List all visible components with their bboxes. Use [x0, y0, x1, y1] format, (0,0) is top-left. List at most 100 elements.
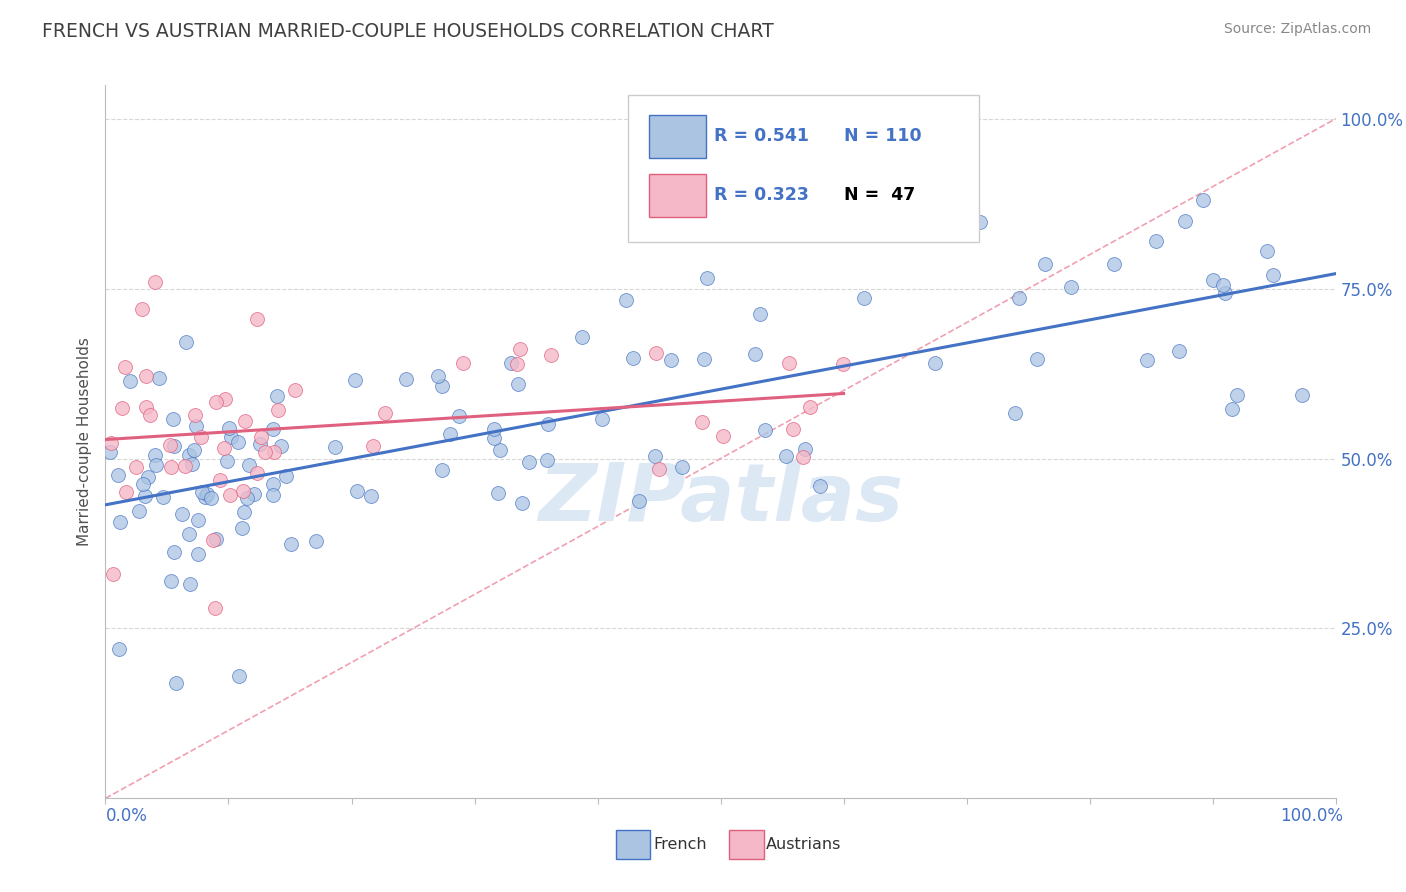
- Point: [1144, 234, 1167, 248]
- Point: [131, 301, 153, 316]
- Point: [231, 521, 253, 535]
- Point: [537, 417, 560, 431]
- Point: [1226, 388, 1249, 402]
- Point: [128, 504, 150, 518]
- Text: FRENCH VS AUSTRIAN MARRIED-COUPLE HOUSEHOLDS CORRELATION CHART: FRENCH VS AUSTRIAN MARRIED-COUPLE HOUSEH…: [42, 22, 773, 41]
- Point: [571, 330, 593, 344]
- Point: [283, 383, 305, 397]
- Point: [280, 537, 302, 551]
- Point: [226, 435, 249, 450]
- Point: [1060, 280, 1083, 294]
- Point: [628, 494, 651, 508]
- Point: [159, 459, 181, 474]
- Point: [177, 527, 200, 541]
- Point: [644, 450, 666, 464]
- Point: [754, 423, 776, 437]
- Point: [690, 415, 713, 429]
- Point: [187, 513, 209, 527]
- Text: R = 0.541: R = 0.541: [714, 128, 810, 145]
- Point: [512, 496, 534, 510]
- Point: [242, 487, 264, 501]
- FancyBboxPatch shape: [730, 830, 763, 859]
- Point: [305, 533, 328, 548]
- Text: N = 110: N = 110: [844, 128, 921, 145]
- Point: [108, 516, 131, 530]
- Point: [778, 356, 800, 370]
- Point: [744, 347, 766, 361]
- Point: [1168, 344, 1191, 359]
- Point: [148, 370, 170, 384]
- Point: [486, 485, 509, 500]
- Point: [482, 431, 505, 445]
- Point: [134, 489, 156, 503]
- Point: [136, 470, 159, 484]
- Point: [145, 458, 167, 472]
- Y-axis label: Married-couple Households: Married-couple Households: [76, 337, 91, 546]
- Point: [621, 351, 644, 365]
- Point: [232, 505, 254, 519]
- FancyBboxPatch shape: [628, 95, 979, 242]
- Point: [509, 342, 531, 356]
- Point: [262, 422, 284, 436]
- Point: [782, 422, 804, 436]
- Point: [170, 507, 193, 521]
- Point: [238, 458, 260, 472]
- Point: [202, 533, 225, 547]
- Point: [195, 487, 218, 501]
- Point: [152, 490, 174, 504]
- Point: [1220, 402, 1243, 417]
- Point: [200, 491, 222, 506]
- Point: [262, 477, 284, 491]
- Point: [184, 418, 207, 433]
- Point: [183, 443, 205, 458]
- Text: 100.0%: 100.0%: [1279, 807, 1343, 825]
- Point: [215, 453, 238, 467]
- Point: [232, 483, 254, 498]
- Point: [132, 476, 155, 491]
- Point: [693, 351, 716, 366]
- Point: [101, 567, 124, 582]
- Point: [250, 430, 273, 444]
- Point: [233, 414, 256, 428]
- Point: [135, 368, 157, 383]
- Point: [506, 357, 529, 371]
- Point: [482, 422, 505, 436]
- Point: [447, 409, 470, 423]
- Point: [124, 460, 146, 475]
- Point: [1291, 387, 1313, 401]
- Point: [832, 357, 855, 371]
- Point: [190, 430, 212, 444]
- Point: [647, 462, 669, 476]
- Point: [214, 392, 236, 407]
- Point: [162, 412, 184, 426]
- FancyBboxPatch shape: [616, 830, 651, 859]
- Point: [107, 467, 129, 482]
- Point: [361, 439, 384, 453]
- Point: [194, 490, 217, 504]
- Point: [749, 307, 772, 321]
- Point: [799, 400, 821, 414]
- Point: [536, 453, 558, 467]
- Point: [671, 459, 693, 474]
- Point: [266, 389, 288, 403]
- Text: ZIPatlas: ZIPatlas: [538, 459, 903, 538]
- Point: [163, 544, 186, 558]
- Point: [274, 468, 297, 483]
- Point: [245, 466, 267, 480]
- Point: [1026, 351, 1049, 366]
- Point: [187, 547, 209, 561]
- Point: [499, 356, 522, 370]
- Text: Source: ZipAtlas.com: Source: ZipAtlas.com: [1223, 22, 1371, 37]
- Point: [1174, 213, 1197, 227]
- Point: [246, 312, 269, 326]
- Point: [98, 445, 121, 459]
- Point: [489, 443, 512, 458]
- Point: [219, 430, 242, 444]
- Point: [517, 455, 540, 469]
- Point: [1202, 273, 1225, 287]
- Point: [775, 449, 797, 463]
- Point: [1213, 286, 1236, 301]
- Point: [430, 379, 453, 393]
- Point: [591, 412, 613, 426]
- Point: [249, 436, 271, 450]
